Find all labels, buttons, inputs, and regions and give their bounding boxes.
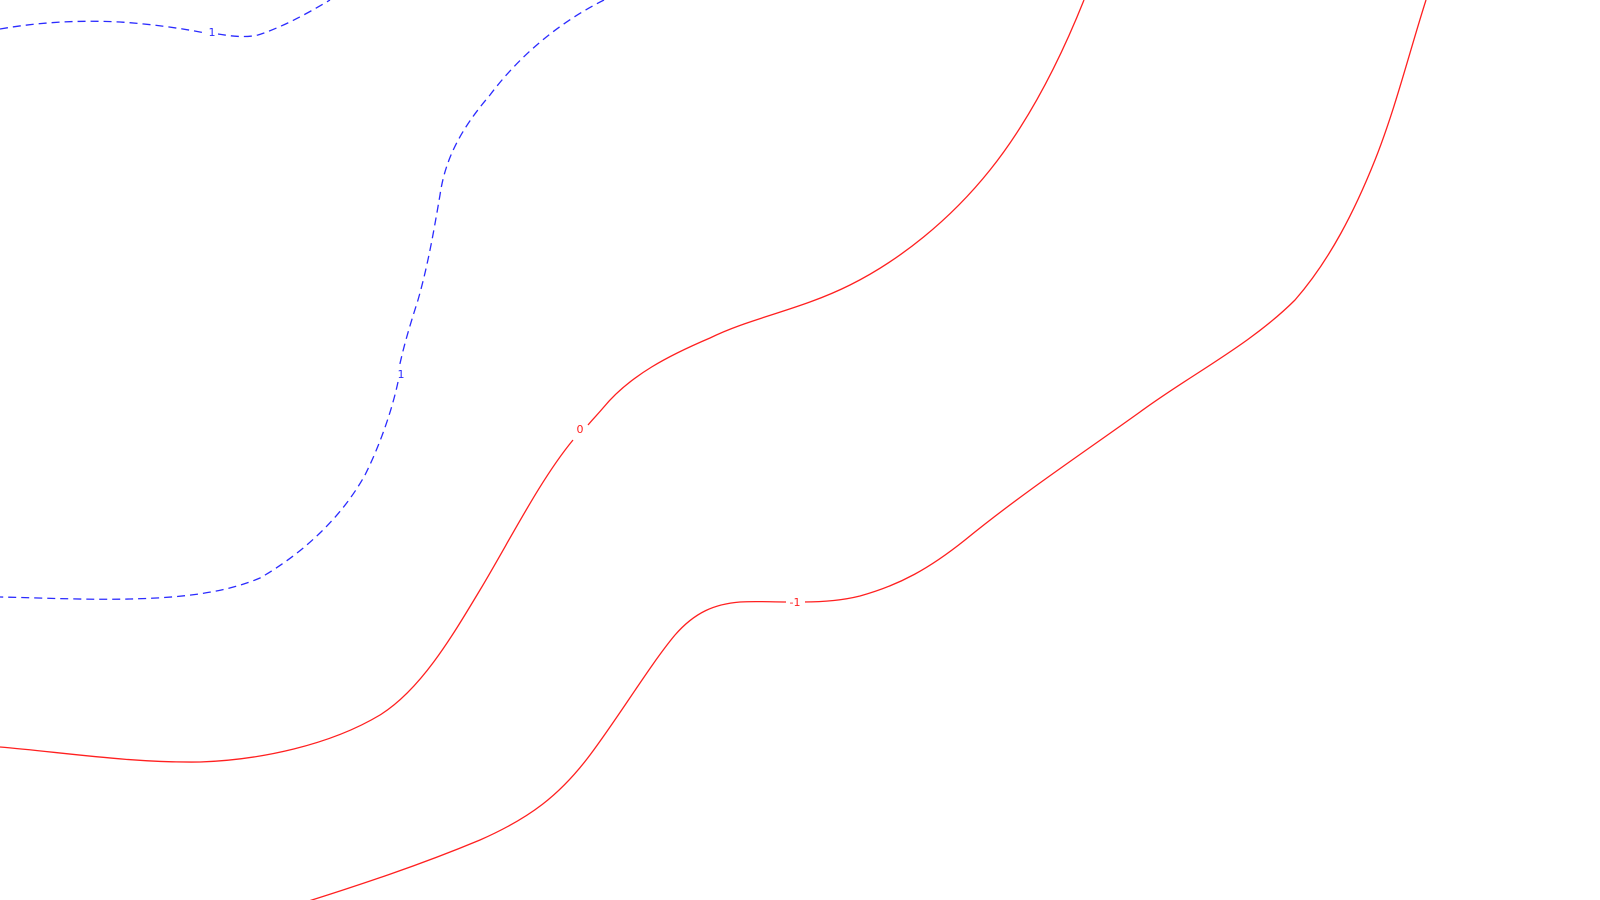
contour-blue-lower-label: 1 — [398, 368, 405, 381]
contour-blue-upper-label-group: 1 — [206, 26, 218, 39]
contour-blue-upper-line — [0, 0, 331, 38]
label-background — [786, 594, 805, 608]
contour-red-right-label-group: -1 — [786, 594, 805, 609]
contour-red-right-label: -1 — [790, 596, 801, 609]
contour-blue-lower-label-group: 1 — [395, 366, 407, 381]
label-background — [574, 421, 586, 435]
contour-red-middle-label-group: 0 — [574, 421, 586, 436]
contour-red-middle-line — [0, 0, 1085, 763]
contour-red-right-line — [309, 0, 1427, 900]
label-background — [395, 366, 407, 380]
contour-blue-lower-line — [0, 0, 605, 600]
contour-blue-upper-label: 1 — [209, 26, 216, 39]
contour-red-middle-label: 0 — [577, 423, 584, 436]
label-background — [206, 26, 218, 38]
